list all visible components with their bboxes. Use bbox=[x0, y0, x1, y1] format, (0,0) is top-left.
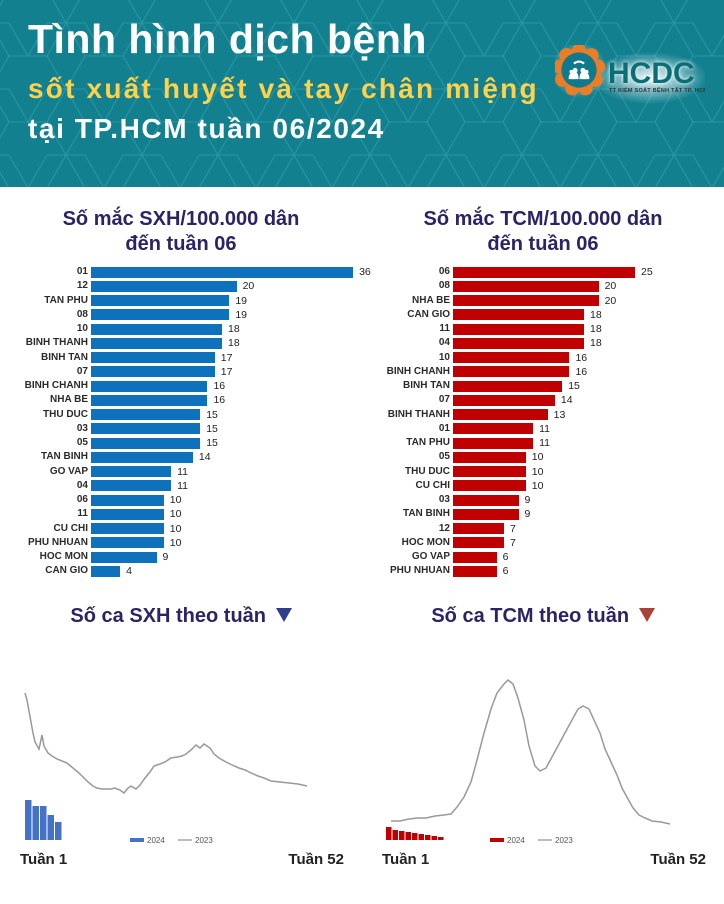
svg-text:2023: 2023 bbox=[555, 836, 573, 845]
svg-text:2024: 2024 bbox=[507, 836, 525, 845]
svg-text:2024: 2024 bbox=[147, 836, 165, 845]
svg-text:2023: 2023 bbox=[195, 836, 213, 845]
svg-text:TT KIỂM SOÁT BỆNH TẬT TP. HCM: TT KIỂM SOÁT BỆNH TẬT TP. HCM bbox=[609, 86, 705, 94]
svg-text:HCDC: HCDC bbox=[608, 57, 695, 90]
